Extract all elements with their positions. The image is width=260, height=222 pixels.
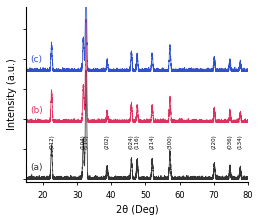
X-axis label: 2θ (Deg): 2θ (Deg) [115, 205, 158, 215]
Text: (214): (214) [150, 134, 155, 149]
Text: (202): (202) [105, 134, 110, 149]
Text: (104): (104) [81, 134, 86, 149]
Text: (220): (220) [212, 134, 217, 149]
Text: (300): (300) [167, 134, 172, 149]
Text: (134): (134) [238, 134, 243, 149]
Text: (116): (116) [135, 134, 140, 149]
Text: (110): (110) [83, 134, 88, 149]
Y-axis label: Intensity (a.u.): Intensity (a.u.) [7, 59, 17, 131]
Text: (024): (024) [129, 134, 134, 149]
Text: (a): (a) [30, 163, 43, 172]
Text: (036): (036) [228, 134, 232, 149]
Text: (b): (b) [30, 106, 43, 115]
Text: (c): (c) [30, 55, 42, 64]
Text: (012): (012) [49, 134, 54, 149]
